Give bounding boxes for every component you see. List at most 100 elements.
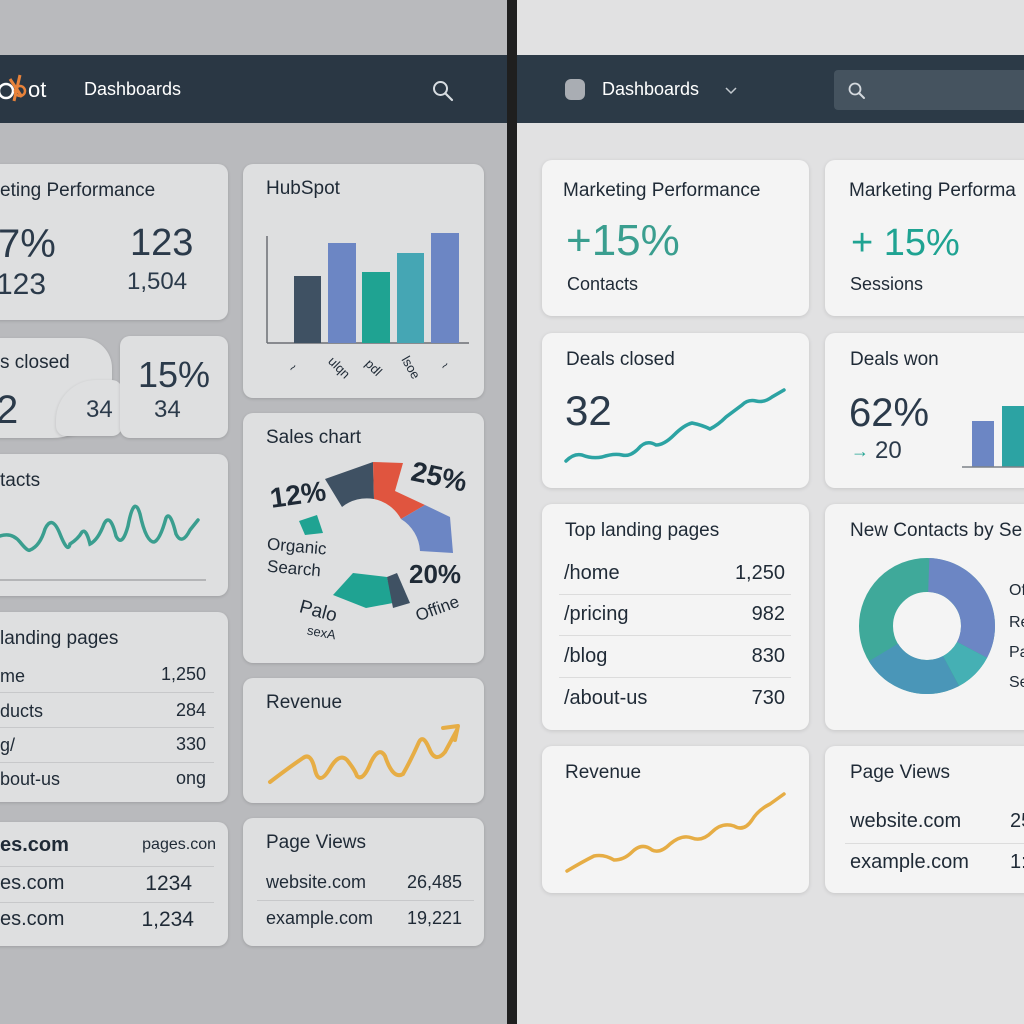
row-page: /about-us <box>564 687 648 709</box>
row-page: ducts <box>0 701 44 721</box>
card-title: New Contacts by Se <box>850 520 1023 541</box>
row-site: example.com <box>850 851 969 873</box>
row-value: 330 <box>175 734 206 754</box>
row-divider <box>0 727 214 728</box>
metric-count-sub: 1,504 <box>127 268 188 295</box>
new-contacts-by-source-card[interactable]: New Contacts by Se Of Re Pa Se <box>825 504 1024 730</box>
row-divider <box>559 635 791 636</box>
row-page: /blog <box>564 645 608 667</box>
legend-item: Se <box>1009 674 1024 691</box>
card-title: HubSpot <box>266 178 340 199</box>
row-value: ong <box>175 768 206 788</box>
revenue-trend-line <box>268 724 460 784</box>
deals-value: 32 <box>565 387 612 434</box>
card-title: Deals won <box>850 349 939 370</box>
top-nav-bar: ot Dashboards <box>0 55 507 123</box>
deals-won-card[interactable]: Deals won 62% → 20 <box>825 333 1024 488</box>
row-site: website.com <box>850 810 962 832</box>
growth-value: +15% <box>566 216 680 265</box>
right-dashboard-window: Dashboards Marketing Performance +15% Co… <box>517 0 1024 1024</box>
row-value: 1: <box>1010 851 1024 873</box>
row-value: 1,250 <box>160 664 206 684</box>
marketing-sessions-card[interactable]: Marketing Performa + 15% Sessions <box>825 160 1024 316</box>
deals-value: 2 <box>0 388 19 432</box>
search-icon <box>848 82 865 99</box>
row-page: me <box>0 666 26 686</box>
hubspot-logo-icon[interactable] <box>0 67 30 107</box>
row-page: /pricing <box>564 603 629 625</box>
card-title: Page Views <box>266 832 366 853</box>
growth-value: + 15% <box>851 222 960 264</box>
row-divider <box>559 677 791 678</box>
row-value: 730 <box>751 687 785 709</box>
search-icon[interactable] <box>432 80 454 102</box>
label-20pct: 20% <box>409 559 462 589</box>
row-value: 1234 <box>145 872 192 895</box>
row-divider <box>0 692 214 693</box>
card-title: eting Performance <box>0 180 156 201</box>
metric-label: Contacts <box>567 274 639 294</box>
page-views-card[interactable]: Page Views website.com 26,485 example.co… <box>243 818 484 946</box>
row-site: es.com <box>0 908 65 930</box>
card-title: Marketing Performa <box>849 180 1016 201</box>
app-logo-icon[interactable] <box>565 79 585 100</box>
card-title: tacts <box>0 470 41 491</box>
deals-won-bar-chart <box>962 406 1024 468</box>
sales-chart-card[interactable]: Sales chart 12% 25% 20% Organic Search O… <box>243 413 484 663</box>
chevron-down-icon[interactable] <box>725 87 737 95</box>
dashboards-nav-link[interactable]: Dashboards <box>84 79 182 99</box>
card-title: landing pages <box>0 628 119 649</box>
row-site: example.com <box>266 908 374 928</box>
header-right: pages.con <box>142 836 216 853</box>
landing-pages-card[interactable]: landing pages me 1,250 ducts 284 g/ 330 … <box>0 612 228 802</box>
donut-chart <box>859 558 995 694</box>
marketing-contacts-card[interactable]: Marketing Performance +15% Contacts <box>542 160 809 316</box>
card-title: Page Views <box>850 762 950 783</box>
pages-domain-card[interactable]: es.com pages.con es.com 1234 es.com 1,23… <box>0 822 228 946</box>
revenue-card[interactable]: Revenue <box>542 746 809 893</box>
hubspot-bar-chart-card[interactable]: HubSpot ~ ulqn pdl lsoe ~ <box>243 164 484 398</box>
card-title: Sales chart <box>266 427 362 448</box>
top-landing-pages-card[interactable]: Top landing pages /home 1,250 /pricing 9… <box>542 504 809 730</box>
deals-trend-line <box>564 388 786 463</box>
revenue-trend-line <box>565 792 786 873</box>
win-sub-value: 20 <box>875 437 902 464</box>
fragment-value: 34 <box>86 396 113 423</box>
card-title: Revenue <box>266 692 343 713</box>
window-divider <box>507 0 517 1024</box>
row-site: website.com <box>266 872 367 892</box>
row-page: /home <box>564 562 620 584</box>
card-title: Deals closed <box>566 349 675 370</box>
marketing-performance-card[interactable]: eting Performance 7% 123 123 1,504 <box>0 164 228 320</box>
bar-chart <box>266 233 469 344</box>
legend-item: Pa <box>1009 644 1024 661</box>
row-divider <box>0 866 214 867</box>
percent-value: 15% <box>138 354 211 395</box>
contacts-card[interactable]: tacts <box>0 454 228 596</box>
row-divider <box>559 594 791 595</box>
row-value: 1,250 <box>734 562 785 584</box>
row-page: g/ <box>0 735 16 755</box>
dashboards-nav-link[interactable]: Dashboards <box>602 79 700 99</box>
metric-sub: 123 <box>0 268 47 301</box>
page-views-card[interactable]: Page Views website.com 25 example.com 1: <box>825 746 1024 893</box>
metric-label: Sessions <box>850 274 924 294</box>
deals-closed-card[interactable]: Deals closed 32 <box>542 333 809 488</box>
legend-item: Of <box>1009 582 1024 599</box>
row-divider <box>845 843 1024 844</box>
left-dashboard-window: ot Dashboards eting Performance 7% 123 1… <box>0 0 507 1024</box>
percent-card[interactable]: 15% 34 <box>120 336 228 438</box>
metric-percent: 7% <box>0 222 56 266</box>
search-input[interactable] <box>834 70 1024 110</box>
revenue-card[interactable]: Revenue <box>243 678 484 803</box>
row-value: 26,485 <box>406 872 462 892</box>
card-title: Revenue <box>565 762 642 783</box>
row-value: 982 <box>751 603 785 625</box>
row-divider <box>0 762 214 763</box>
deals-fragment-card: 34 <box>56 380 122 436</box>
top-nav-bar: Dashboards <box>517 55 1024 123</box>
logo-text: ot <box>28 77 47 102</box>
row-value: 284 <box>175 700 206 720</box>
card-title: s closed <box>0 352 70 373</box>
win-rate-value: 62% <box>849 391 930 435</box>
